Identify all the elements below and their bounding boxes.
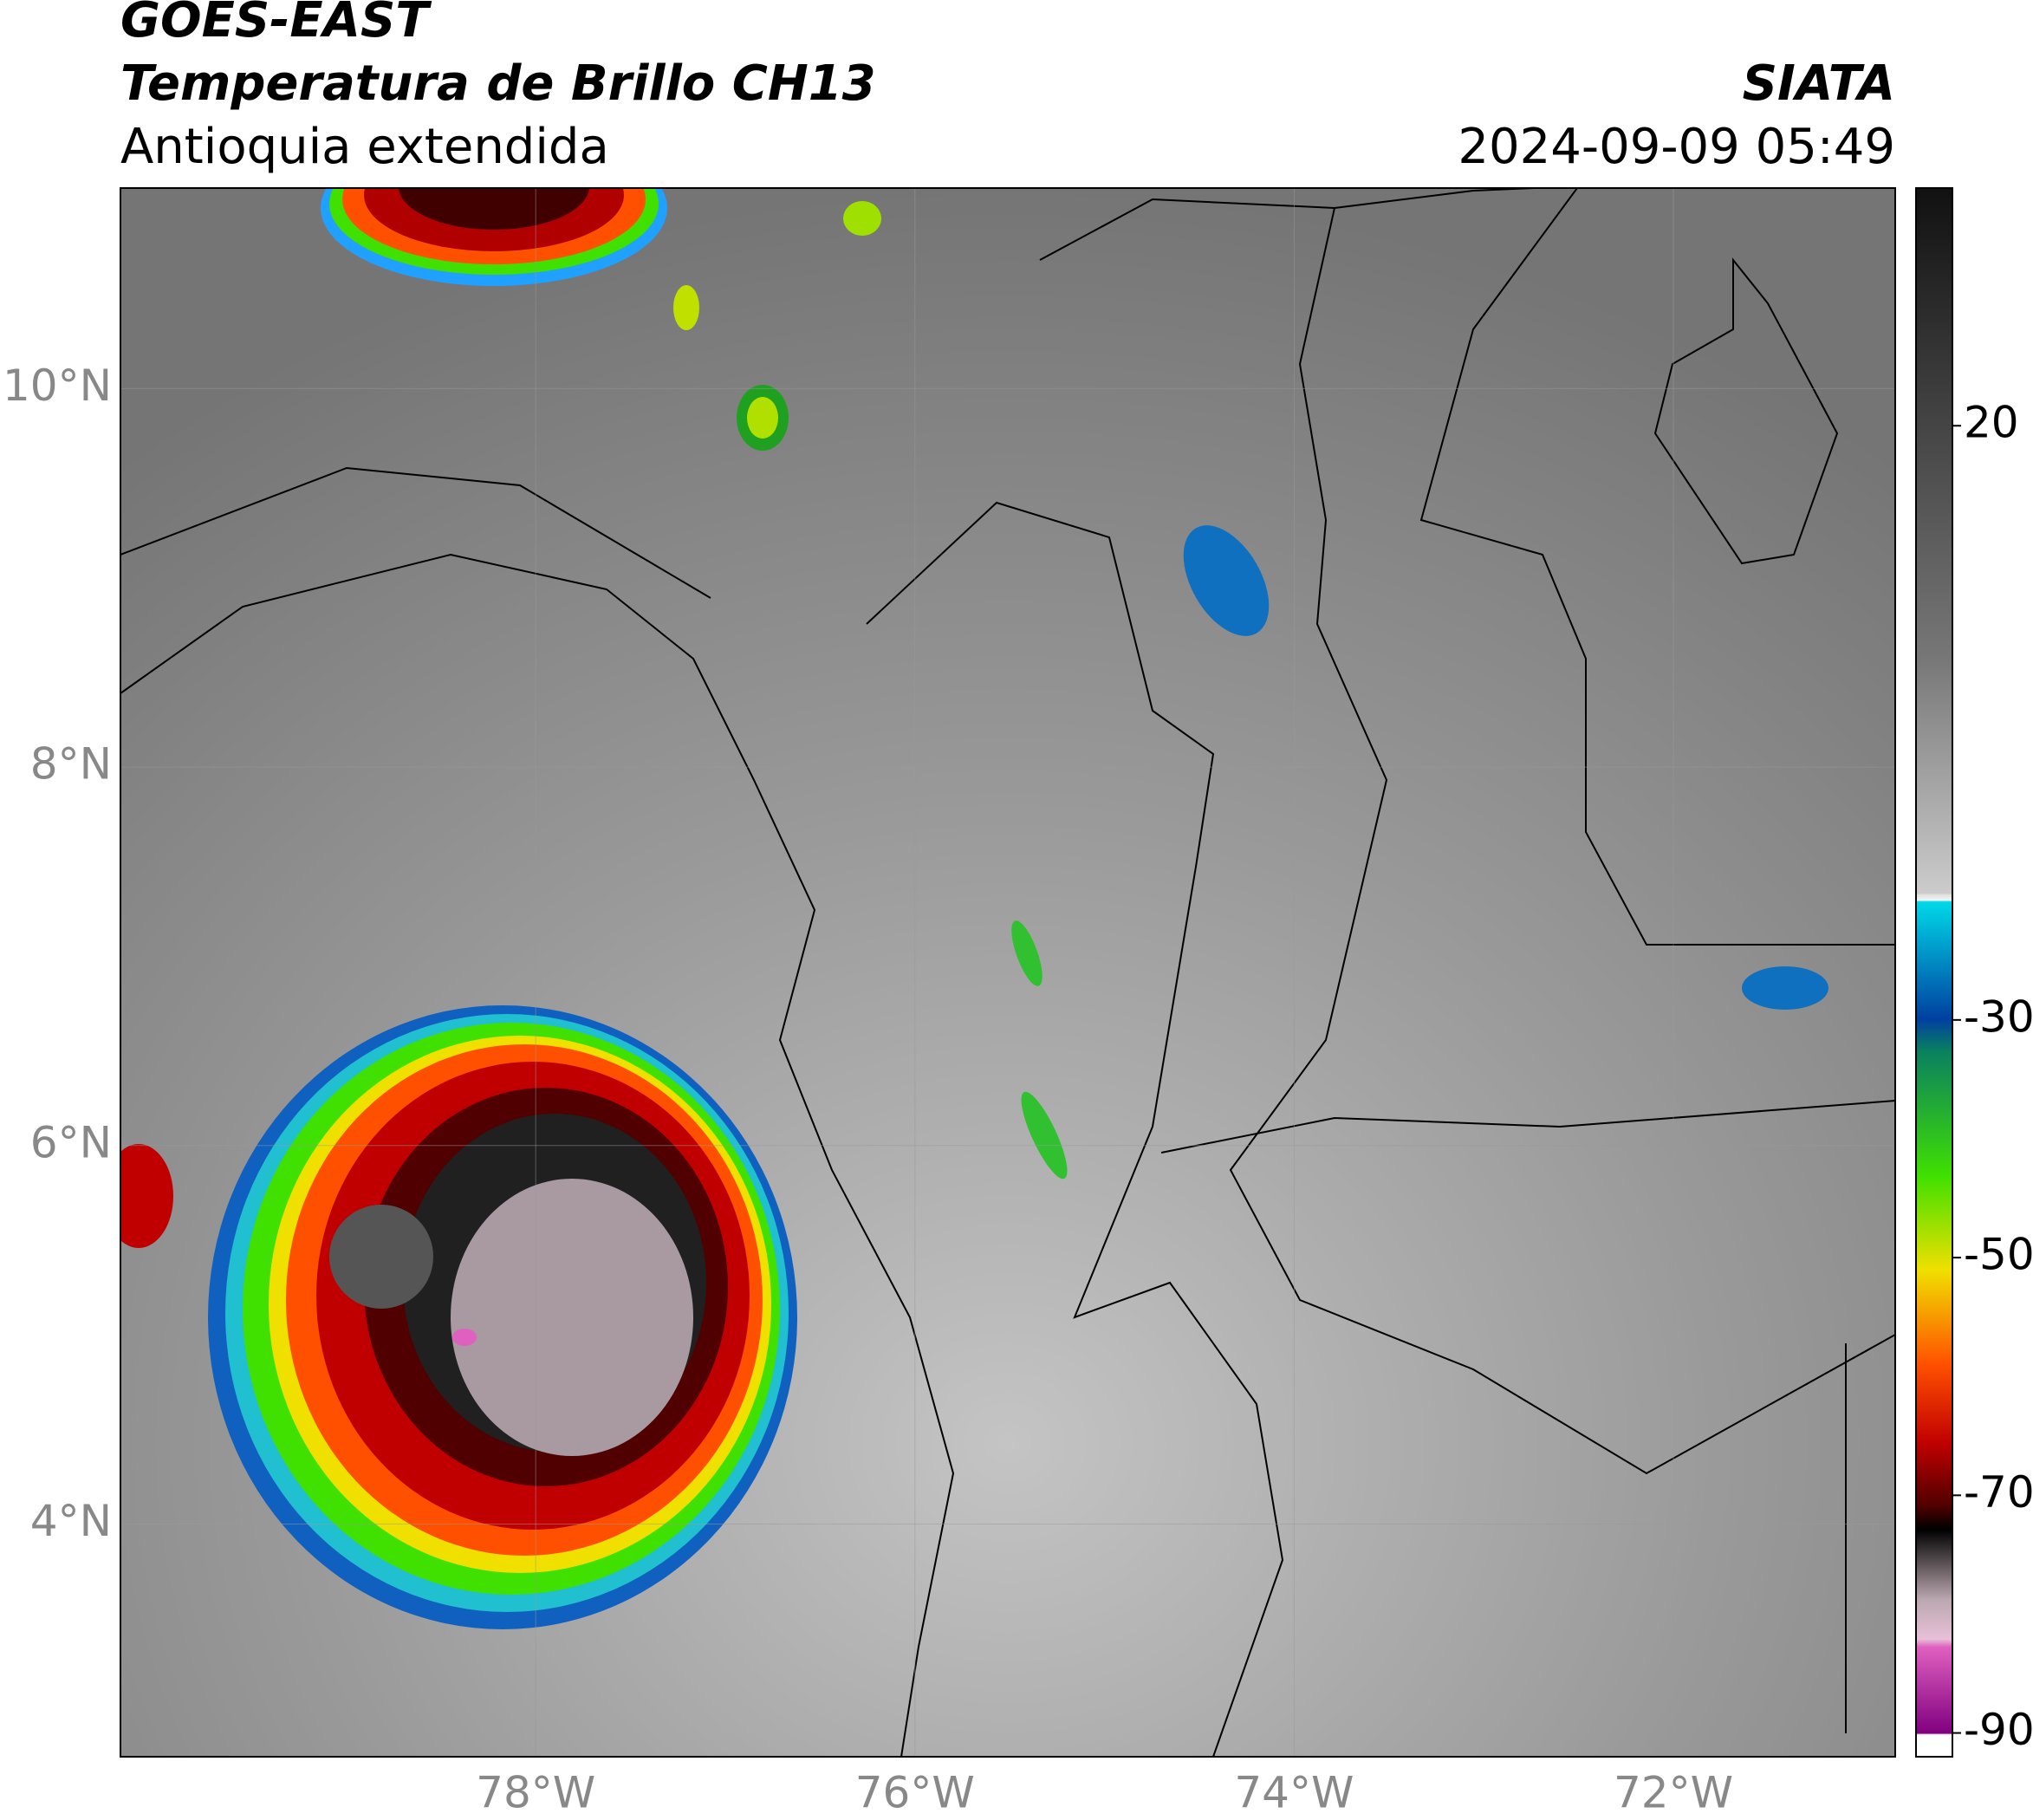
x-tick-label: 72°W — [1614, 1768, 1733, 1818]
map-image — [120, 188, 1895, 1757]
y-tick-label: 6°N — [30, 1117, 112, 1167]
map-frame — [120, 187, 1896, 1758]
colorbar — [1915, 187, 1953, 1758]
title-line2: Temperatura de Brillo CH13 — [120, 55, 876, 112]
x-tick-label: 76°W — [855, 1768, 975, 1818]
x-tick-label: 78°W — [476, 1768, 595, 1818]
colorbar-tick-label: 20 — [1964, 398, 2019, 448]
y-tick-label: 4°N — [30, 1496, 112, 1546]
colorbar-tick-label: -50 — [1964, 1230, 2033, 1280]
y-tick-label: 8°N — [30, 739, 112, 790]
x-tick-label: 74°W — [1234, 1768, 1354, 1818]
grid — [120, 188, 1895, 1757]
colorbar-tick-label: -30 — [1964, 991, 2033, 1042]
datetime: 2024-09-09 05:49 — [1458, 119, 1895, 175]
colorbar-tick-label: -70 — [1964, 1467, 2033, 1518]
y-tick-label: 10°N — [3, 361, 112, 411]
subtitle: Antioquia extendida — [120, 119, 609, 175]
title-line1: GOES-EAST — [120, 0, 432, 49]
source: SIATA — [1743, 55, 1895, 112]
colorbar-tick-label: -90 — [1964, 1705, 2033, 1755]
